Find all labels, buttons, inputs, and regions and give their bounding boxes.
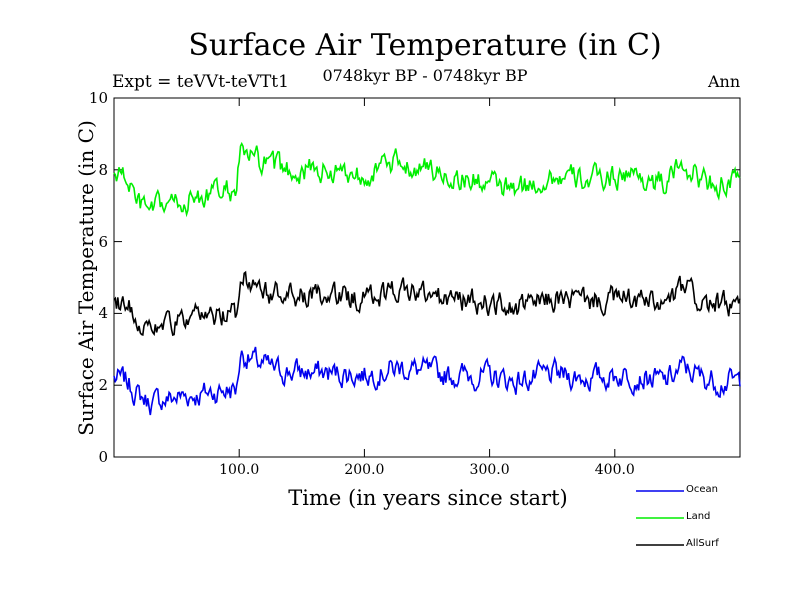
legend-label-ocean: Ocean [686, 484, 718, 495]
period-label: 0748kyr BP - 0748kyr BP [322, 66, 528, 85]
series-line-land [113, 141, 741, 218]
x-tick-label: 100.0 [219, 462, 260, 478]
x-tick-label: 300.0 [469, 462, 510, 478]
legend-label-allsurf: AllSurf [686, 538, 719, 549]
x-axis-label: Time (in years since start) [288, 486, 568, 510]
y-tick-label: 6 [98, 232, 108, 251]
y-tick-label: 10 [88, 89, 108, 107]
y-tick-label: 0 [98, 448, 108, 466]
series-line-ocean [113, 346, 741, 416]
plot-frame [113, 97, 741, 458]
experiment-label: Expt = teVVt-teVTt1 [112, 72, 289, 92]
legend-label-land: Land [686, 511, 711, 522]
y-tick-label: 8 [98, 160, 108, 179]
series-lines [113, 141, 741, 416]
chart-title: Surface Air Temperature (in C) [188, 28, 662, 63]
y-tick-label: 2 [98, 376, 108, 395]
legend-lines [636, 490, 684, 546]
x-tick-label: 400.0 [594, 462, 635, 478]
series-line-allsurf [113, 270, 741, 337]
season-label: Ann [708, 72, 741, 91]
y-tick-label: 4 [98, 304, 108, 323]
x-tick-label: 200.0 [344, 462, 385, 478]
axis-ticks [114, 97, 740, 458]
